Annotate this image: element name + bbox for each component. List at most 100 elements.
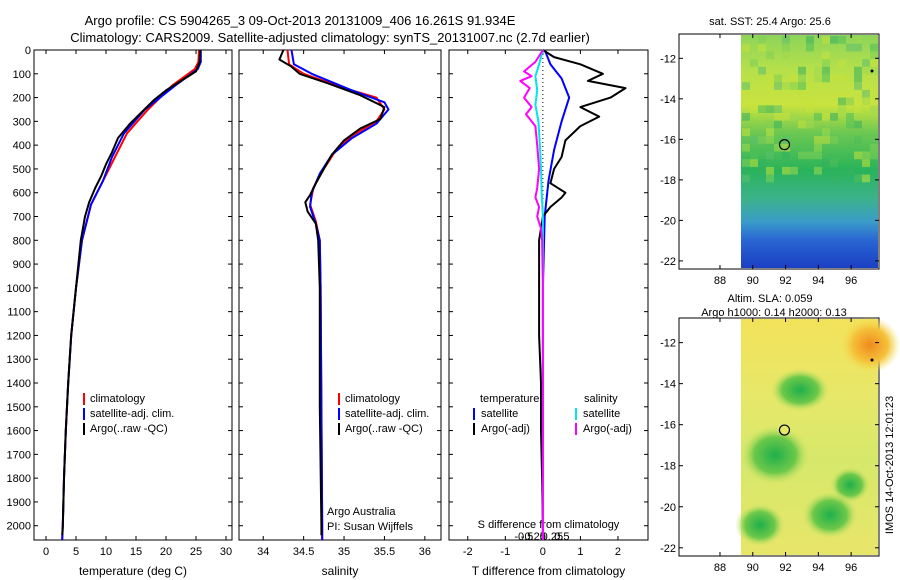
sla-map-title-2: Argo h1000: 0.14 h2000: 0.13: [701, 307, 847, 319]
sst-pixel: [758, 66, 766, 75]
annotation-pi: PI: Susan Wijffels: [327, 521, 413, 533]
sst-pixel: [742, 82, 750, 90]
sst-pixel: [846, 97, 854, 106]
sla-map: Altim. SLA: 0.059 Argo h1000: 0.14 h2000…: [660, 293, 900, 574]
sst-pixel: [782, 166, 790, 175]
sst-pixel: [766, 128, 774, 137]
x-axis-label: T difference from climatology: [472, 564, 626, 578]
sst-pixel: [814, 166, 822, 175]
map-dot: [870, 69, 874, 73]
sst-pixel: [782, 151, 790, 160]
sst-pixel: [854, 105, 862, 113]
y-tick-label: 1000: [7, 283, 31, 295]
sst-pixel: [774, 82, 782, 90]
sst-pixel: [766, 82, 774, 90]
legend-label-s-satellite: satellite: [583, 408, 620, 420]
x-axis-label: temperature (deg C): [79, 564, 187, 578]
y-tick-label: 1800: [7, 473, 31, 485]
sst-pixel: [774, 105, 782, 113]
sst-pixel: [766, 143, 774, 152]
sst-pixel: [814, 74, 822, 83]
x-tick-label: 2: [615, 546, 621, 558]
sst-pixel: [854, 66, 862, 75]
sst-pixel: [854, 174, 862, 183]
sst-pixel: [822, 128, 830, 137]
y-tick-label: 1700: [7, 449, 31, 461]
map-y-tick-label: -18: [660, 461, 676, 473]
sst-pixel: [822, 66, 830, 75]
x-tick-label: 10: [100, 546, 112, 558]
sst-pixel: [838, 105, 846, 113]
map-y-tick-label: -12: [660, 338, 676, 350]
x-tick-label: -2: [463, 546, 473, 558]
sst-pixel: [862, 151, 870, 160]
x-tick-label: 34.5: [293, 546, 314, 558]
sst-pixel: [790, 74, 798, 83]
x-axis-label: salinity: [322, 564, 359, 578]
sst-pixel: [854, 120, 862, 129]
sst-pixel: [790, 113, 798, 121]
legend-label-satellite: satellite-adj. clim.: [345, 408, 429, 420]
sst-pixel: [782, 113, 790, 121]
sst-pixel: [870, 59, 878, 67]
sst-pixel: [830, 159, 838, 167]
sst-pixel: [750, 59, 758, 67]
sst-pixel: [742, 159, 750, 167]
sst-pixel: [774, 143, 782, 152]
sst-pixel: [766, 166, 774, 175]
legend-label-t-argo: Argo(-adj): [481, 423, 530, 435]
sst-pixel: [846, 43, 854, 52]
y-tick-label: 1500: [7, 402, 31, 414]
sst-pixel: [854, 74, 862, 83]
map-y-tick-label: -20: [660, 502, 676, 514]
map-x-tick-label: 92: [779, 275, 791, 287]
sla-low-blob: [802, 491, 858, 539]
sst-map: sat. SST: 25.4 Argo: 25.6 88 90 92 94 96 -12 -…: [660, 16, 880, 287]
sst-pixel: [814, 143, 822, 152]
sst-pixel: [798, 66, 806, 75]
sst-pixel: [814, 43, 822, 52]
sst-pixel: [806, 43, 814, 52]
sst-pixel: [838, 97, 846, 106]
sla-map-axes: 88 90 92 94 96 -12 -14 -16 -18 -20 -22: [660, 318, 879, 574]
y-tick-label: 300: [13, 116, 31, 128]
sst-pixel: [806, 97, 814, 106]
sst-pixel: [862, 159, 870, 167]
sst-pixel: [806, 105, 814, 113]
sst-pixel: [870, 43, 878, 52]
map-y-tick-label: -14: [660, 94, 676, 106]
sst-pixel: [830, 136, 838, 144]
sst-pixel: [862, 89, 870, 98]
sst-pixel: [862, 66, 870, 75]
sst-pixel: [846, 120, 854, 129]
temperature-panel: 0 5 10 15 20 25 300100200300400500600700800900…: [7, 45, 233, 578]
sst-pixel: [766, 151, 774, 160]
sst-pixel: [782, 51, 790, 60]
salinity-legend: climatology satellite-adj. clim. Argo(..…: [327, 393, 429, 533]
legend-label-s-argo: Argo(-adj): [583, 423, 632, 435]
sst-pixel: [758, 159, 766, 167]
sst-pixel: [854, 43, 862, 52]
legend-heading-temperature: temperature: [480, 393, 539, 405]
argo-position-marker: [778, 424, 791, 436]
sst-pixel: [854, 136, 862, 144]
map-y-tick-label: -14: [660, 379, 676, 391]
x-tick-label: 0: [43, 546, 49, 558]
x-tick-label: 15: [130, 546, 142, 558]
sst-pixel: [750, 159, 758, 167]
sst-pixel: [742, 166, 750, 175]
sst-pixel: [806, 36, 814, 44]
y-tick-label: 500: [13, 164, 31, 176]
sst-pixel: [758, 136, 766, 144]
y-tick-label: 2000: [7, 521, 31, 533]
legend-label-climatology: climatology: [345, 393, 401, 405]
x2-axis-label: S difference from climatology: [478, 519, 620, 531]
difference-legend: temperature satellite Argo(-adj) salinit…: [473, 393, 632, 435]
map-x-tick-label: 90: [747, 562, 759, 574]
sst-pixel: [782, 143, 790, 152]
sst-pixel: [830, 174, 838, 183]
map-y-tick-label: -16: [660, 134, 676, 146]
sst-pixel: [782, 43, 790, 52]
series-line-argo-raw-qc-: [61, 49, 202, 536]
